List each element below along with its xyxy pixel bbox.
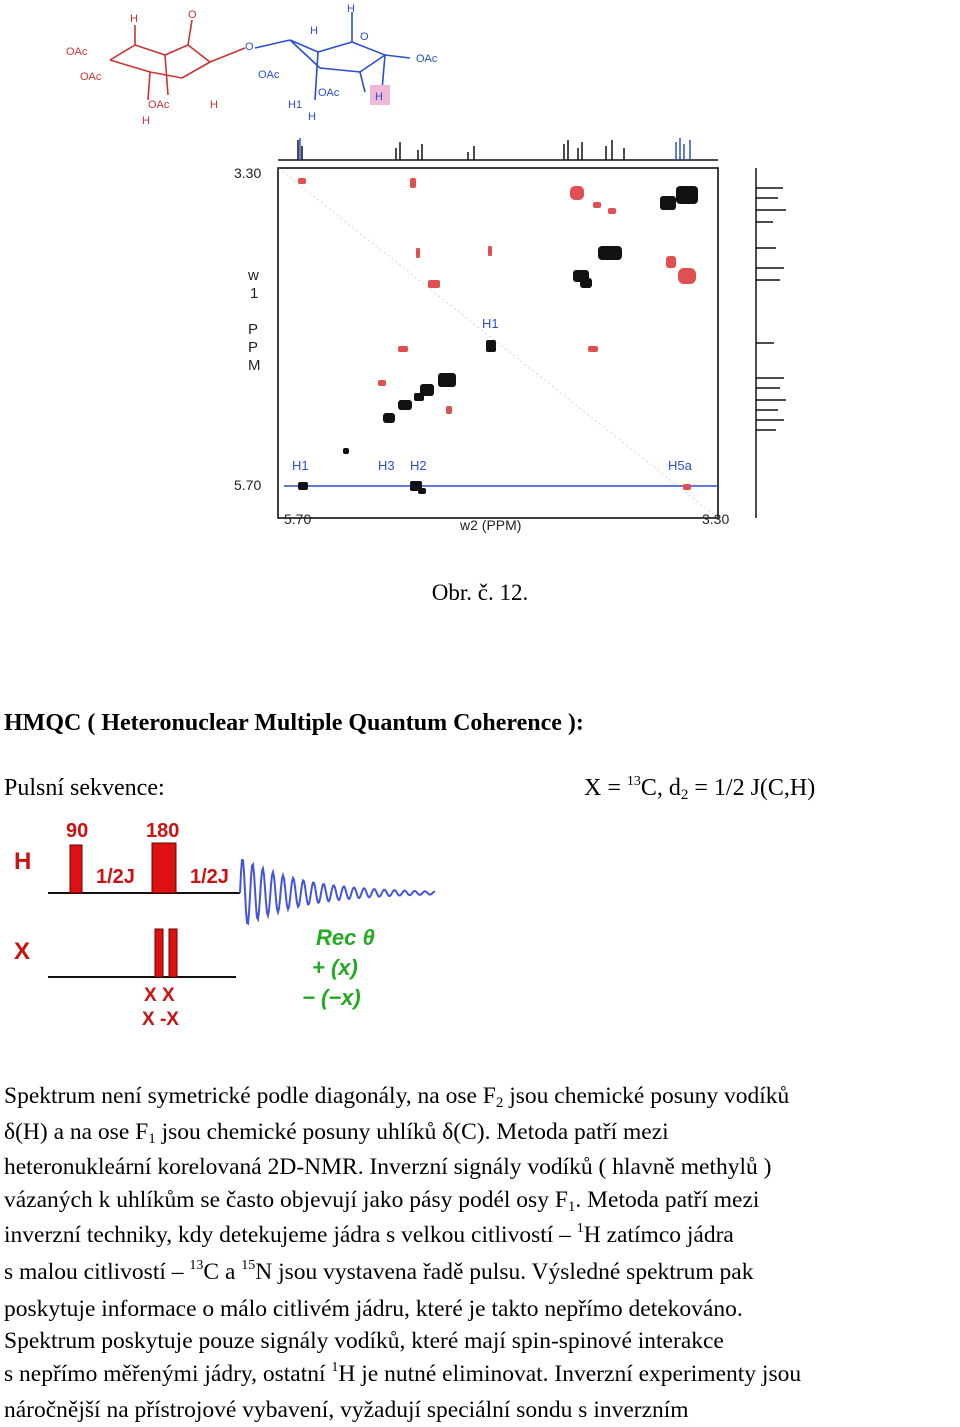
paragraph-line: vázaných k uhlíkům se často objevují jak…: [4, 1186, 760, 1215]
y-top-tick: 3.30: [234, 165, 261, 181]
h-channel-label: H: [14, 848, 31, 875]
negative-peaks: [298, 178, 696, 490]
delay-1-label: 1/2J: [96, 866, 135, 888]
oac-label-1: OAc: [66, 46, 88, 58]
peak-label-h1: H1: [292, 458, 309, 473]
paragraph-line: δ(H) a na ose F1 jsou chemické posuny uh…: [4, 1118, 669, 1147]
plot-frame: [277, 167, 719, 519]
figure-caption: Obr. č. 12.: [431, 580, 529, 605]
x-axis-label: w2 (PPM): [459, 517, 521, 533]
h-label-2: H: [210, 99, 218, 111]
h-label-5: H: [310, 25, 318, 37]
pulse-90-label: 90: [66, 820, 88, 842]
diagonal: [277, 167, 719, 519]
positive-peaks: [298, 186, 698, 494]
pulse-180: [151, 842, 177, 894]
paragraph-line: poskytuje informace o málo citlivém jádr…: [4, 1295, 743, 1322]
phase-row-2: X -X: [142, 1009, 179, 1030]
svg-text:1: 1: [250, 285, 258, 302]
phase-row-1: X X: [144, 985, 175, 1006]
o-label-1: O: [188, 9, 197, 21]
pulse-90: [69, 844, 83, 894]
x-left-tick: 5.70: [284, 511, 311, 527]
section-heading: HMQC ( Heteronuclear Multiple Quantum Co…: [4, 710, 584, 736]
pulse-180-label: 180: [146, 820, 179, 842]
paragraph-line: náročnější na přístrojové vybavení, vyža…: [4, 1397, 689, 1424]
left-ring: [109, 19, 246, 101]
paragraph-line: inverzní techniky, kdy detekujeme jádra …: [4, 1221, 734, 1249]
peak-label-h2: H2: [410, 458, 427, 473]
fid-signal: [239, 859, 436, 926]
h-highlight: [370, 85, 390, 105]
right-projection: [755, 168, 786, 518]
top-projection: [278, 140, 718, 161]
peak-label-h5a: H5a: [668, 458, 693, 473]
x-channel-label: X: [14, 938, 30, 965]
h-label-3: H: [142, 115, 150, 127]
y-axis-label: w 1 P P M: [247, 267, 261, 374]
o-label-bridge: O: [245, 41, 254, 53]
svg-text:P: P: [248, 321, 258, 338]
h-label-6: H: [308, 111, 316, 123]
x-pulse-2: [168, 928, 178, 978]
paragraph-line: heteronukleární korelovaná 2D-NMR. Inver…: [4, 1154, 772, 1181]
receiver-label: Rec θ: [316, 925, 375, 950]
svg-text:w: w: [247, 267, 259, 284]
paragraph-line: s malou citlivostí – 13C a 15N jsou vyst…: [4, 1257, 754, 1285]
oac-label-6: OAc: [416, 53, 438, 65]
x-right-tick: 3.30: [702, 511, 729, 527]
molecule-structure: OAc OAc OAc H O H H O OAc OAc OAc O H H …: [66, 3, 438, 127]
receiver-phase-2: − (−x): [302, 985, 361, 1010]
peak-label-h1-mid: H1: [482, 316, 499, 331]
svg-text:P: P: [248, 339, 258, 356]
right-ring: [254, 12, 411, 101]
pulse-sequence-diagram: H X 90 180 1/2J 1/2J X X X -X Rec θ + (x…: [14, 820, 436, 1030]
paragraph-line: Spektrum poskytuje pouze signály vodíků,…: [4, 1328, 724, 1355]
peak-label-h3: H3: [378, 458, 395, 473]
paragraph-line: s nepřímo měřenými jádry, ostatní 1H je …: [4, 1359, 802, 1387]
delay-2-label: 1/2J: [190, 866, 229, 888]
h-label-4: H: [347, 3, 355, 15]
y-bottom-tick: 5.70: [234, 477, 261, 493]
o-label-2: O: [360, 31, 369, 43]
oac-label-3: OAc: [148, 99, 170, 111]
paragraph-line: Spektrum není symetrické podle diagonály…: [4, 1083, 790, 1111]
oac-label-2: OAc: [80, 71, 102, 83]
receiver-phase-1: + (x): [312, 955, 358, 980]
formula: X = 13C, d2 = 1/2 J(C,H): [584, 774, 816, 803]
x-pulse-1: [154, 928, 164, 978]
pulse-sequence-label: Pulsní sekvence:: [4, 775, 165, 801]
h-label-1: H: [130, 13, 138, 25]
oac-label-4: OAc: [258, 69, 280, 81]
body-paragraph: Spektrum není symetrické podle diagonály…: [4, 1080, 956, 1427]
svg-text:M: M: [248, 357, 261, 374]
oac-label-5: OAc: [318, 87, 340, 99]
top-projection-blue: [299, 138, 691, 160]
hmqc-spectrum: 3.30 5.70 5.70 3.30 w2 (PPM) w 1 P P M H…: [234, 138, 786, 533]
h-label-highlight: H: [375, 91, 383, 103]
h1-label: H1: [288, 99, 302, 111]
